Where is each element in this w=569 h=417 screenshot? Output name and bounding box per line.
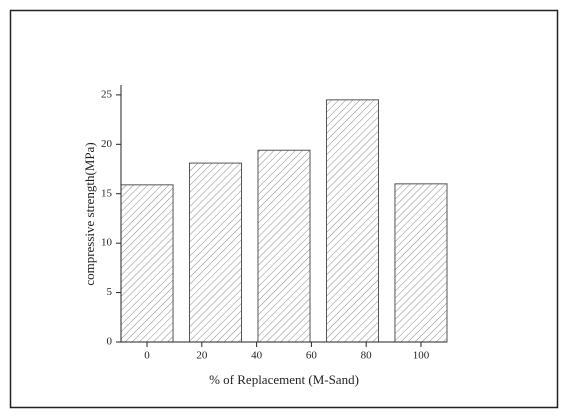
x-tick-label: 40 — [251, 350, 263, 362]
bar — [188, 162, 243, 343]
bar — [120, 184, 174, 343]
bar — [257, 149, 311, 343]
bar — [325, 99, 380, 343]
x-tick-label: 20 — [196, 350, 208, 362]
x-tick-label: 80 — [361, 350, 373, 362]
x-axis-label: % of Replacement (M-Sand) — [209, 372, 359, 387]
y-tick-label: 5 — [107, 286, 113, 298]
x-tick-label: 60 — [306, 350, 318, 362]
x-tick-label: 100 — [413, 350, 430, 362]
bar — [394, 183, 448, 343]
y-tick-label: 20 — [101, 138, 113, 150]
x-tick-label: 0 — [144, 350, 150, 362]
y-axis-label: compressive strength(MPa) — [82, 142, 97, 285]
y-tick-label: 10 — [101, 237, 113, 249]
y-tick-label: 0 — [107, 336, 113, 348]
y-tick-label: 15 — [101, 187, 113, 199]
y-tick-label: 25 — [101, 88, 113, 100]
